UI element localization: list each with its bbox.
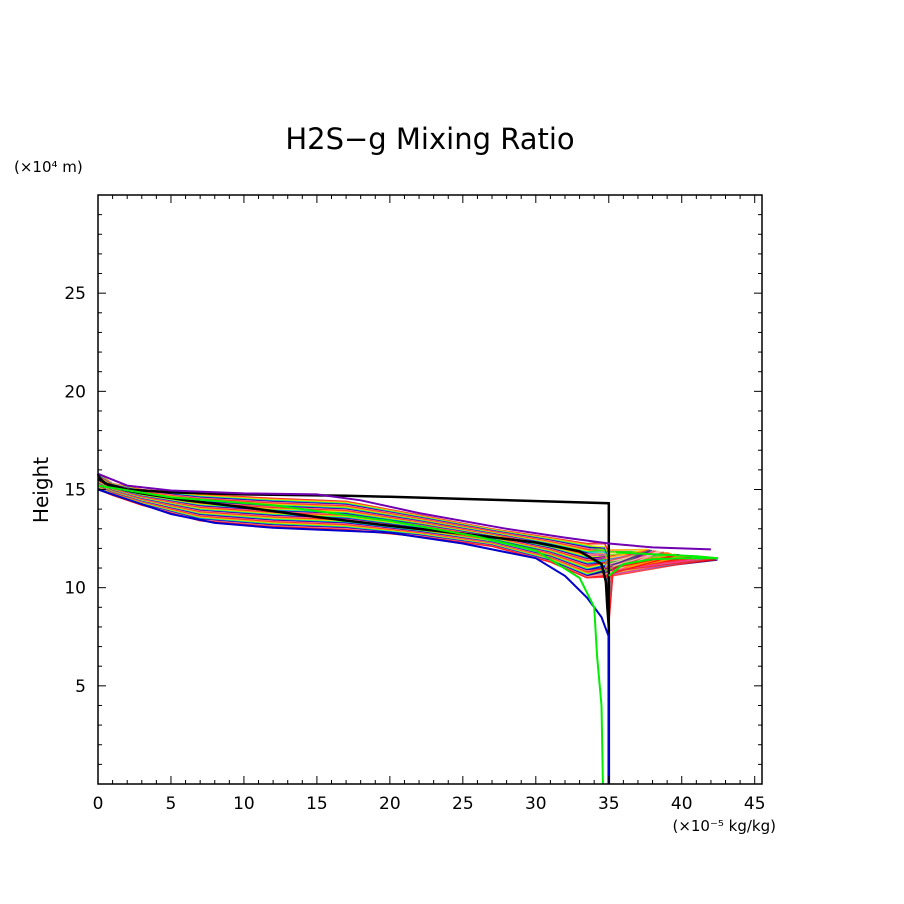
series-outer-peak	[608, 551, 719, 577]
series-upper-envelope	[97, 472, 711, 551]
x-axis-units: (×10⁻⁵ kg/kg)	[672, 817, 776, 835]
y-tick-label: 5	[75, 677, 86, 697]
y-tick-label: 15	[64, 481, 86, 501]
x-tick-label: 0	[93, 794, 104, 814]
x-axis-ticks: 0 5 10 15 20 25 30 35 40 45	[93, 195, 766, 814]
x-tick-label: 25	[452, 794, 474, 814]
x-tick-label: 40	[671, 794, 693, 814]
y-tick-label: 20	[64, 382, 86, 402]
y-axis-units: (×10⁴ m)	[14, 158, 83, 176]
x-tick-label: 15	[306, 794, 328, 814]
x-tick-label: 35	[598, 794, 620, 814]
x-tick-label: 45	[744, 794, 766, 814]
y-tick-label: 10	[64, 579, 86, 599]
x-tick-label: 20	[379, 794, 401, 814]
series-green-tail	[97, 484, 604, 785]
series-lines	[96, 472, 719, 785]
y-axis-ticks: 5 10 15 20 25	[64, 214, 762, 765]
chart-title: H2S−g Mixing Ratio	[285, 122, 574, 156]
y-axis-label: Height	[29, 457, 53, 523]
series-lower-envelope	[97, 488, 610, 784]
x-tick-label: 30	[525, 794, 547, 814]
y-tick-label: 25	[64, 284, 86, 304]
x-tick-label: 10	[233, 794, 255, 814]
x-tick-label: 5	[166, 794, 177, 814]
